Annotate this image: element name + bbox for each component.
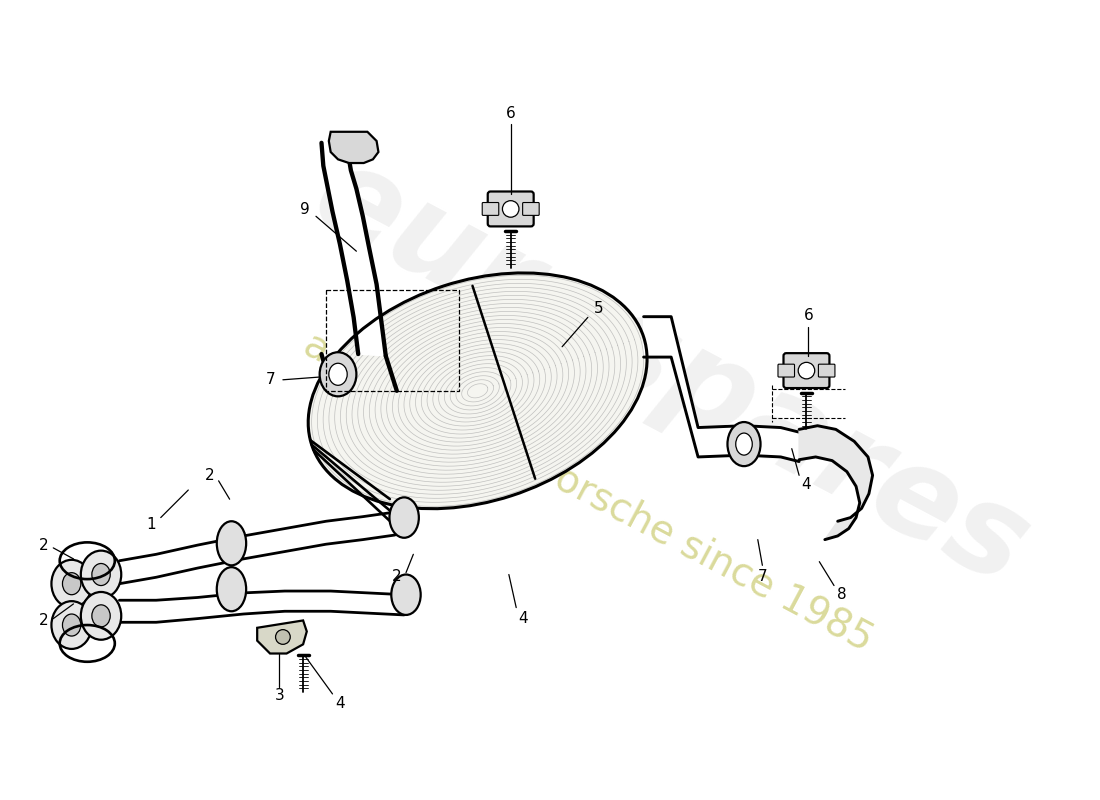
Ellipse shape <box>217 522 246 566</box>
Polygon shape <box>644 317 799 462</box>
Text: 1: 1 <box>146 517 156 531</box>
Circle shape <box>799 362 815 379</box>
Ellipse shape <box>217 567 246 611</box>
Polygon shape <box>321 143 386 356</box>
Polygon shape <box>257 621 307 654</box>
Text: eurospares: eurospares <box>294 134 1048 611</box>
Circle shape <box>503 201 519 218</box>
Ellipse shape <box>52 560 92 607</box>
Text: 2: 2 <box>40 538 48 553</box>
FancyBboxPatch shape <box>487 191 534 226</box>
Ellipse shape <box>329 363 348 386</box>
Text: 4: 4 <box>519 611 528 626</box>
Ellipse shape <box>736 433 752 455</box>
FancyBboxPatch shape <box>522 202 539 215</box>
Bar <box>326 290 460 391</box>
FancyBboxPatch shape <box>778 364 794 377</box>
Polygon shape <box>799 426 872 540</box>
Text: 5: 5 <box>594 301 604 316</box>
Text: 7: 7 <box>758 569 767 584</box>
Ellipse shape <box>308 273 647 509</box>
Text: 3: 3 <box>274 688 284 703</box>
Ellipse shape <box>320 352 356 396</box>
Text: 7: 7 <box>266 372 276 387</box>
Circle shape <box>276 630 290 644</box>
Ellipse shape <box>389 498 419 538</box>
Ellipse shape <box>392 574 420 615</box>
Ellipse shape <box>92 605 110 627</box>
Polygon shape <box>120 591 404 622</box>
Ellipse shape <box>52 601 92 649</box>
Polygon shape <box>329 132 378 163</box>
Polygon shape <box>120 512 395 584</box>
FancyBboxPatch shape <box>818 364 835 377</box>
Ellipse shape <box>92 563 110 586</box>
Text: 6: 6 <box>803 308 813 323</box>
FancyBboxPatch shape <box>783 353 829 388</box>
Text: a passion for Porsche since 1985: a passion for Porsche since 1985 <box>297 325 879 658</box>
Text: 9: 9 <box>300 202 310 218</box>
Ellipse shape <box>63 614 80 636</box>
Ellipse shape <box>63 573 80 594</box>
Text: 4: 4 <box>336 696 344 710</box>
Text: 4: 4 <box>802 477 812 492</box>
Text: 2: 2 <box>40 613 48 628</box>
Ellipse shape <box>80 592 121 640</box>
Text: 2: 2 <box>392 569 402 584</box>
FancyBboxPatch shape <box>482 202 498 215</box>
Ellipse shape <box>727 422 760 466</box>
Ellipse shape <box>80 550 121 598</box>
Text: 8: 8 <box>837 587 846 602</box>
Text: 2: 2 <box>205 468 214 483</box>
Text: 6: 6 <box>506 106 516 121</box>
